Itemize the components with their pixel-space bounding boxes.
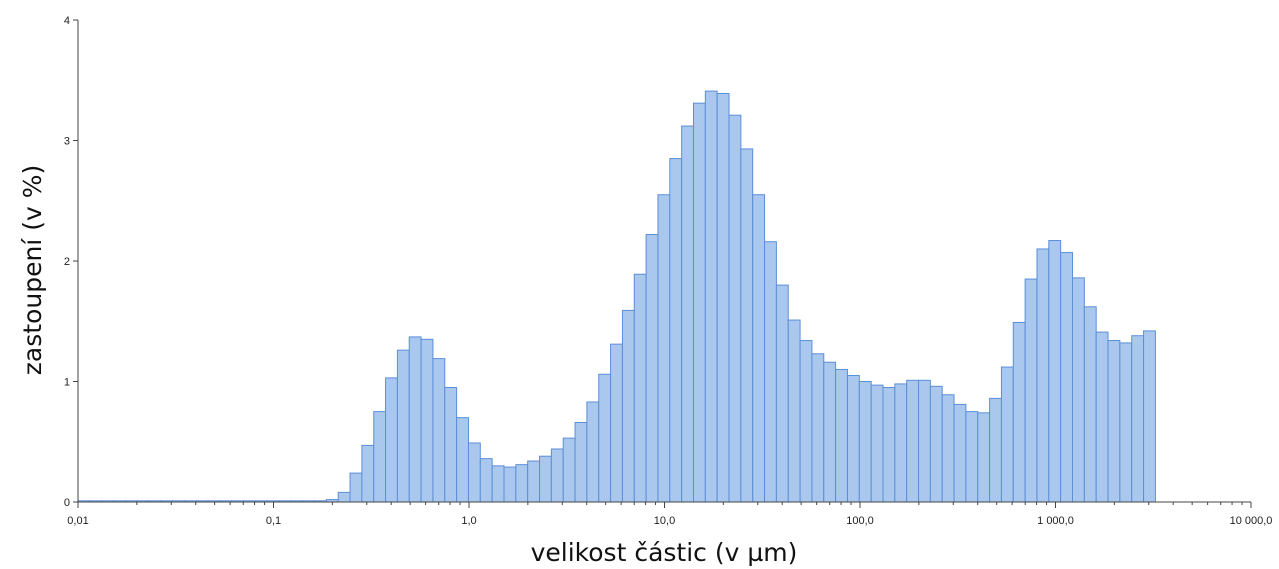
x-ticks: 0,01 0,1 1,0 10,0 100,0 1 000,0 10 000,0 (67, 502, 1272, 527)
histogram-bar (598, 373, 612, 503)
bars-layer (77, 90, 1156, 503)
x-tick-label: 100,0 (846, 515, 874, 527)
histogram-bar (539, 455, 552, 503)
histogram-bar (1036, 248, 1050, 503)
histogram-bar (823, 361, 837, 503)
histogram-bar (1107, 340, 1121, 503)
histogram-bar (918, 379, 931, 503)
histogram-bar (586, 401, 600, 503)
histogram-bar (515, 464, 529, 503)
histogram-bar (408, 336, 422, 503)
histogram-bar (965, 411, 979, 503)
y-axis-title: zastoupení (v %) (18, 165, 47, 375)
histogram-bar (491, 465, 505, 503)
histogram-bar (349, 472, 363, 503)
histogram-bar (941, 394, 955, 503)
histogram-bar (385, 377, 398, 503)
histogram-bar (764, 241, 777, 503)
histogram-bar (740, 148, 754, 503)
histogram-bar (858, 381, 872, 503)
histogram-bar (870, 384, 884, 503)
y-tick-label: 3 (64, 136, 70, 148)
histogram-bar (906, 379, 920, 503)
histogram-bar (1143, 330, 1156, 503)
histogram-bar (752, 194, 766, 503)
histogram-bar (550, 448, 564, 503)
histogram-bar (633, 273, 647, 503)
y-ticks: 0 1 2 3 4 (64, 15, 78, 509)
histogram-bar (610, 343, 623, 503)
x-tick-label: 10 000,0 (1230, 515, 1273, 527)
histogram-bar (432, 358, 446, 503)
histogram-bar (1131, 335, 1145, 503)
histogram-bar (1071, 277, 1085, 503)
histogram-bar (704, 90, 718, 503)
histogram-bar (1048, 240, 1062, 503)
histogram-bar (693, 102, 706, 503)
histogram-bar (728, 114, 742, 503)
x-axis-title: velikost částic (v µm) (531, 538, 798, 567)
histogram-bar (811, 353, 825, 503)
histogram-bar (787, 319, 801, 503)
histogram-bar (1024, 278, 1038, 503)
histogram-bar (657, 194, 671, 503)
histogram-bar (420, 338, 434, 503)
histogram-bar (1012, 321, 1026, 503)
x-tick-label: 1,0 (461, 515, 476, 527)
histogram-bar (337, 491, 351, 503)
histogram-bar (444, 387, 458, 503)
histogram-bar (361, 444, 375, 503)
x-tick-label: 0,01 (67, 515, 88, 527)
histogram-bar (1119, 342, 1133, 503)
histogram-bar (989, 397, 1002, 503)
histogram-bar (775, 284, 789, 503)
x-tick-label: 10,0 (654, 515, 675, 527)
histogram-bar (835, 368, 848, 503)
histogram-bar (467, 442, 481, 503)
histogram-bar (716, 93, 730, 503)
histogram-bar (527, 460, 541, 503)
histogram-bar (882, 387, 896, 503)
histogram-bar (929, 385, 943, 503)
y-tick-label: 0 (64, 497, 70, 509)
histogram-bar (1095, 331, 1109, 503)
histogram-bar (953, 403, 967, 503)
histogram-bar (456, 417, 469, 503)
x-tick-label: 1 000,0 (1037, 515, 1074, 527)
y-tick-label: 4 (64, 15, 70, 27)
histogram-bar (669, 158, 683, 503)
histogram-bar (621, 309, 635, 503)
histogram-bar (1060, 252, 1074, 503)
histogram-bar (562, 437, 576, 503)
histogram-bar (1083, 306, 1097, 503)
histogram-bar (373, 411, 387, 503)
y-tick-label: 1 (64, 377, 70, 389)
histogram-bar (977, 412, 991, 503)
histogram-bar (645, 233, 659, 503)
histogram-bar (574, 421, 588, 503)
histogram-bar (503, 466, 517, 503)
histogram-bar (799, 340, 813, 503)
histogram-bar (894, 383, 908, 503)
x-tick-label: 0,1 (266, 515, 281, 527)
histogram-bar (396, 349, 410, 503)
histogram-bar (1000, 366, 1014, 503)
histogram-bar (479, 458, 493, 503)
histogram-bar (681, 125, 694, 503)
y-tick-label: 2 (64, 256, 70, 268)
histogram-bar (846, 374, 860, 503)
